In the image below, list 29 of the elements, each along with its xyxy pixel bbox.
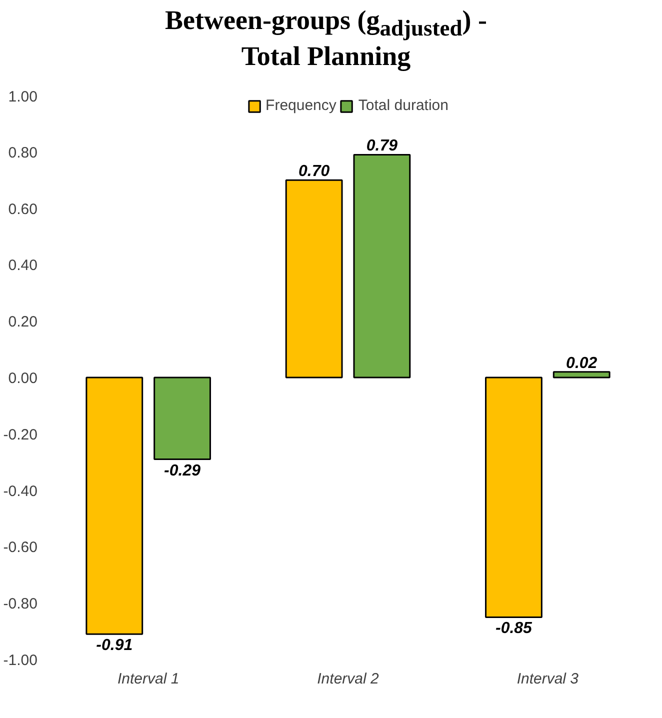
x-tick-label: Interval 1: [117, 670, 180, 688]
legend-label: Total duration: [358, 97, 448, 114]
y-tick-label: -0.80: [3, 596, 38, 613]
x-tick-label: Interval 3: [516, 670, 580, 688]
y-tick-label: -1.00: [3, 652, 38, 669]
legend-label: Frequency: [266, 97, 336, 114]
y-tick-label: 0.80: [8, 144, 38, 162]
y-tick-label: -0.60: [3, 539, 38, 556]
y-tick-label: 0.20: [8, 314, 38, 331]
chart-title: Between-groups (g$_{adjusted}$) - Total Planning: [165, 5, 487, 72]
data-label: -0.85: [495, 620, 534, 638]
y-tick-label: -0.20: [3, 426, 38, 444]
y-tick-label: 0.00: [8, 370, 38, 387]
bar: [353, 154, 411, 378]
bar: [86, 376, 144, 635]
data-label: 0.79: [366, 138, 398, 155]
bar: [285, 179, 343, 378]
y-tick-label: 1.00: [8, 88, 38, 106]
data-label: 0.02: [566, 354, 598, 372]
x-tick-label: Interval 2: [317, 670, 380, 688]
y-tick-label: 0.60: [8, 200, 38, 218]
bar: [154, 376, 211, 460]
data-label: -0.91: [96, 637, 133, 654]
data-label: 0.70: [298, 163, 330, 180]
y-tick-label: 0.40: [8, 257, 38, 274]
bar: [552, 371, 610, 378]
bar: [485, 376, 542, 618]
data-label: -0.29: [164, 462, 201, 480]
y-tick-label: -0.40: [3, 482, 38, 500]
